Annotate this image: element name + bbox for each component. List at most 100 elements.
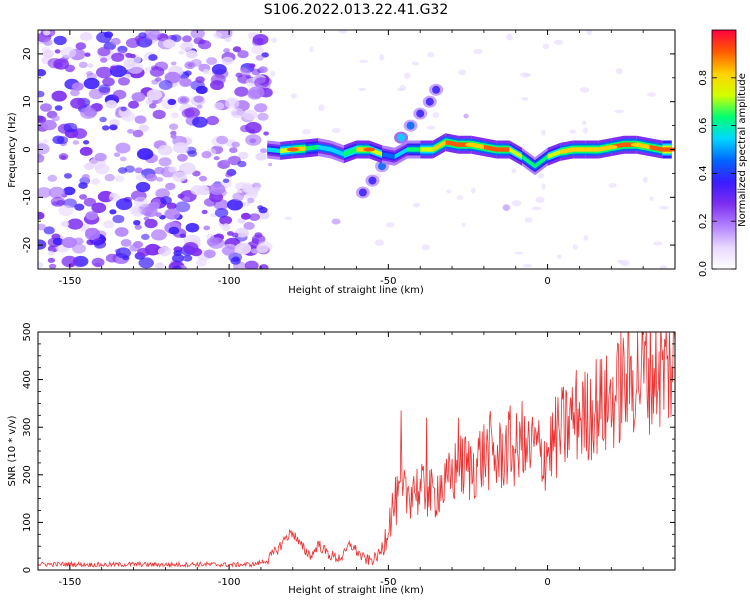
faint-blob [642,176,648,183]
noise-blob [244,260,259,269]
noise-blob [50,196,66,207]
noise-blob [259,264,269,269]
noise-blob [93,240,107,249]
noise-blob [195,258,207,267]
noise-blob [160,196,172,205]
noise-blob [238,151,249,160]
noise-blob [255,54,264,61]
faint-blob [309,46,314,53]
snr-x-tick-label: -150 [58,577,81,588]
noise-blob [219,215,233,225]
ridge-band-core [343,147,357,157]
snr-marks [38,332,675,569]
noise-blob [237,50,249,59]
faint-blob [301,129,311,135]
noise-blob [257,112,269,121]
noise-blob [111,52,125,62]
noise-blob [232,46,242,53]
noise-blob [144,243,161,256]
noise-blob [156,177,164,182]
noise-blob [167,98,177,106]
noise-blob [114,175,125,183]
noise-blob [83,197,96,207]
noise-blob [72,140,80,145]
snr-x-tick-label: -50 [380,577,396,588]
colorbar-tick-label: 0.2 [698,213,709,229]
noise-blob [71,82,84,91]
noise-blob [74,203,85,211]
spectrogram-x-tick-label: 0 [544,276,550,287]
noise-blob [61,237,77,248]
noise-blob [202,69,210,75]
noise-blob [42,139,49,144]
noise-blob [110,65,117,71]
noise-blob [232,256,240,262]
noise-blob [51,90,67,102]
noise-blob [190,185,205,196]
noise-blob [84,52,91,57]
noise-blob [190,30,205,39]
noise-blob [73,255,89,267]
spectrogram-y-tick-label: -10 [22,189,33,205]
faint-blob [531,206,542,211]
noise-blob [138,257,154,269]
streak-point [406,121,415,130]
noise-blob [252,37,264,47]
faint-blob [511,168,517,174]
noise-blob [251,45,264,55]
noise-blob [145,173,157,182]
noise-blob [206,57,218,65]
noise-blob [42,119,57,131]
noise-blob [162,39,176,49]
noise-blob [115,198,133,211]
noise-blob [155,188,170,199]
noise-blob [70,97,86,109]
noise-blob [38,187,52,198]
noise-blob [110,37,121,46]
noise-blob [53,58,69,70]
noise-blob [48,186,65,199]
noise-blob [98,84,111,93]
ridge-band-core [585,147,599,152]
noise-blob [143,216,150,221]
noise-blob [38,261,44,268]
noise-blob [214,208,229,218]
noise-blob [253,186,261,192]
noise-blob [170,130,177,136]
ridge-band-core [305,144,319,151]
noise-blob [157,144,173,156]
noise-blob [131,92,146,102]
noise-blob [119,156,127,162]
noise-blob [248,63,256,68]
snr-plot-area [38,332,675,570]
faint-blob [374,239,384,246]
noise-blob [87,63,94,68]
snr-y-axis-label: SNR (10 * v/v) [7,415,18,486]
noise-blob [170,61,177,66]
faint-blob [290,93,297,99]
noise-blob [124,73,132,79]
ridge-hotspot [452,142,465,147]
faint-blob [523,73,532,77]
noise-blob [213,156,220,161]
faint-blob [318,104,325,112]
noise-blob [223,48,231,54]
faint-blob [659,205,670,210]
ridge-band-core [522,154,535,169]
faint-blob [616,68,623,75]
faint-blob [284,216,293,220]
noise-blob [38,153,45,163]
noise-blob [121,111,136,122]
noise-blob [169,123,179,130]
noise-blob [134,167,143,174]
faint-blob [542,43,550,50]
faint-blob [535,196,545,204]
faint-blob [413,202,420,208]
noise-blob [112,89,127,100]
faint-blob [338,30,347,34]
noise-blob [206,115,219,126]
ridge-band-core [394,147,408,159]
snr-ticks: -150 -100 -50 0 0 100 200 300 400 500 [22,322,676,588]
ridge-band-core [407,147,421,152]
faint-blob [463,113,469,119]
